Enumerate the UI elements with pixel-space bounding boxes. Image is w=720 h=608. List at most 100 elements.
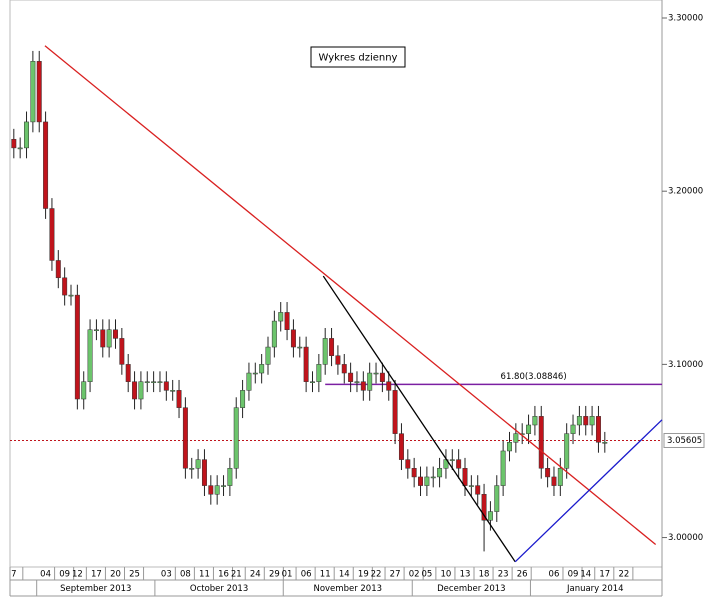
candle-body [176, 390, 182, 408]
candle-body [487, 511, 493, 521]
candle-body [74, 294, 80, 400]
candle-body [557, 468, 563, 486]
candle-body [437, 468, 443, 478]
candle-body [221, 485, 226, 487]
candle-body [233, 407, 239, 469]
candle-body [595, 416, 601, 443]
candle-body [265, 346, 271, 365]
candle-body [201, 459, 207, 486]
candle-body [367, 372, 373, 391]
x-tick-label: 17 [599, 570, 610, 580]
candle-body [418, 476, 423, 486]
candle-body [456, 459, 462, 469]
candle-body [360, 381, 366, 391]
candle-body [157, 381, 163, 383]
x-tick-label: 06 [549, 570, 560, 580]
candle-body [348, 372, 354, 382]
candle-body [189, 468, 195, 470]
candle-body [106, 329, 112, 348]
trendline [44, 45, 657, 545]
candle-body [481, 494, 487, 521]
x-tick-label: 04 [40, 570, 51, 580]
candle-body [392, 390, 398, 434]
x-tick-label: 05 [421, 570, 432, 580]
candle-body [271, 320, 277, 348]
candle-body [227, 468, 233, 486]
candle-body [526, 424, 532, 434]
candle-body [564, 433, 570, 469]
candle-body [170, 390, 176, 392]
y-tick-label: 3.30000 [668, 14, 703, 24]
candle-body [151, 381, 157, 383]
candle-body [144, 381, 150, 383]
candle-body [195, 459, 201, 469]
candle-body [214, 485, 220, 495]
candle-body [379, 372, 385, 382]
candle-body [316, 364, 322, 382]
candle-body [494, 485, 500, 512]
x-tick-label: 03 [161, 570, 172, 580]
candle-body [475, 485, 481, 495]
candle-body [322, 338, 328, 365]
candle-body [354, 381, 360, 383]
candle-body [240, 390, 246, 408]
candle-body [113, 329, 118, 339]
candle-body [411, 468, 417, 478]
candle-body [43, 121, 49, 209]
candle-body [462, 468, 468, 486]
candle-body [500, 450, 506, 486]
candle-body [278, 312, 284, 322]
candle-body [468, 485, 474, 487]
candle-body [68, 294, 74, 297]
candle-body [138, 381, 144, 400]
candle-body [55, 260, 61, 279]
x-tick-label: 17 [91, 570, 102, 580]
x-tick-label: 12 [72, 570, 83, 580]
last-price-box [663, 432, 705, 448]
x-tick-label: 19 [358, 570, 369, 580]
x-tick-label: 24 [250, 570, 261, 580]
candle-body [125, 364, 131, 382]
candle-body [30, 61, 36, 123]
title-box [310, 46, 406, 68]
x-tick-label: 22 [371, 570, 382, 580]
candle-body [62, 277, 68, 296]
x-tick-label: 23 [498, 570, 509, 580]
candle-body [182, 407, 188, 469]
y-tick-label: 3.20000 [668, 187, 703, 197]
x-tick-label: 29 [269, 570, 280, 580]
candle-body [589, 416, 595, 426]
y-tick-label: 3.10000 [668, 360, 703, 370]
candle-body [449, 459, 455, 461]
y-tick-label: 3.00000 [668, 533, 703, 543]
candle-body [583, 416, 589, 426]
x-tick-label: 09 [59, 570, 70, 580]
candle-body [284, 312, 290, 330]
candle-body [398, 433, 404, 460]
x-tick-label: 01 [282, 570, 293, 580]
candle-body [259, 364, 265, 374]
x-tick-label: 13 [460, 570, 471, 580]
candle-body [430, 476, 436, 479]
x-tick-label: 7 [11, 570, 16, 580]
month-label: September 2013 [60, 584, 131, 594]
candle-body [252, 372, 258, 375]
candle-body [100, 329, 106, 348]
x-tick-label: 02 [409, 570, 420, 580]
trendline [322, 275, 516, 563]
candle-body [17, 147, 23, 150]
candle-body [341, 364, 347, 374]
candle-body [163, 381, 169, 391]
candle-body [329, 338, 335, 356]
candle-body [24, 121, 29, 149]
x-tick-label: 27 [390, 570, 401, 580]
candle-body [576, 416, 582, 426]
x-tick-label: 20 [110, 570, 121, 580]
x-tick-label: 21 [231, 570, 242, 580]
x-tick-label: 22 [618, 570, 629, 580]
candle-body [570, 424, 576, 434]
candle-body [119, 338, 125, 365]
month-label: January 2014 [566, 584, 624, 594]
candle-body [290, 329, 296, 348]
